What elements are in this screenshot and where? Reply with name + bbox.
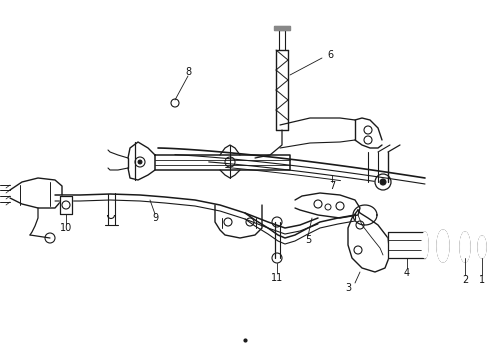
Polygon shape [388, 232, 425, 258]
Text: 1: 1 [479, 275, 485, 285]
Text: 5: 5 [305, 235, 311, 245]
Text: 11: 11 [271, 273, 283, 283]
Text: 9: 9 [152, 213, 158, 223]
Polygon shape [274, 26, 290, 30]
Text: 2: 2 [462, 275, 468, 285]
Text: 8: 8 [185, 67, 191, 77]
Circle shape [138, 160, 142, 164]
Ellipse shape [478, 236, 486, 258]
Ellipse shape [437, 230, 449, 262]
Text: 4: 4 [404, 268, 410, 278]
Text: 10: 10 [60, 223, 72, 233]
Ellipse shape [460, 232, 470, 262]
Text: 3: 3 [345, 283, 351, 293]
Polygon shape [60, 196, 72, 214]
Circle shape [380, 179, 386, 185]
Text: 6: 6 [327, 50, 333, 60]
Text: 7: 7 [329, 181, 335, 191]
Ellipse shape [422, 232, 428, 258]
Polygon shape [155, 155, 290, 170]
